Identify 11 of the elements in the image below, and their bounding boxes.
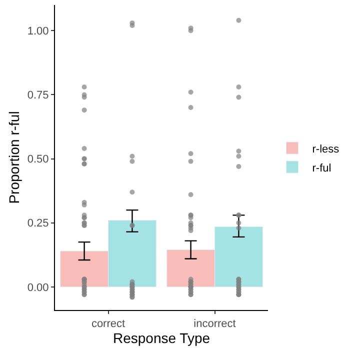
x-tick-label: incorrect — [194, 318, 236, 330]
y-tick-label: 0.25 — [27, 218, 49, 230]
y-tick-label: 0.75 — [27, 90, 49, 102]
x-axis-title: Response Type — [112, 330, 210, 346]
legend-label: r-ful — [312, 162, 332, 174]
y-tick-label: 0.00 — [27, 282, 49, 294]
y-tick-label: 0.50 — [27, 154, 49, 166]
legend-label: r-less — [312, 143, 340, 156]
y-tick-label: 1.00 — [27, 25, 49, 38]
x-tick-label: correct — [91, 318, 126, 330]
y-axis-title: Proportion r-ful — [6, 111, 22, 204]
